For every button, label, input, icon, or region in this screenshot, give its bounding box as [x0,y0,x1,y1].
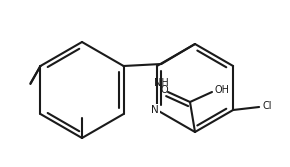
Text: O: O [160,85,168,95]
Text: Cl: Cl [262,101,272,111]
Text: NH: NH [154,78,169,88]
Text: N: N [151,105,159,115]
Text: OH: OH [215,85,229,95]
